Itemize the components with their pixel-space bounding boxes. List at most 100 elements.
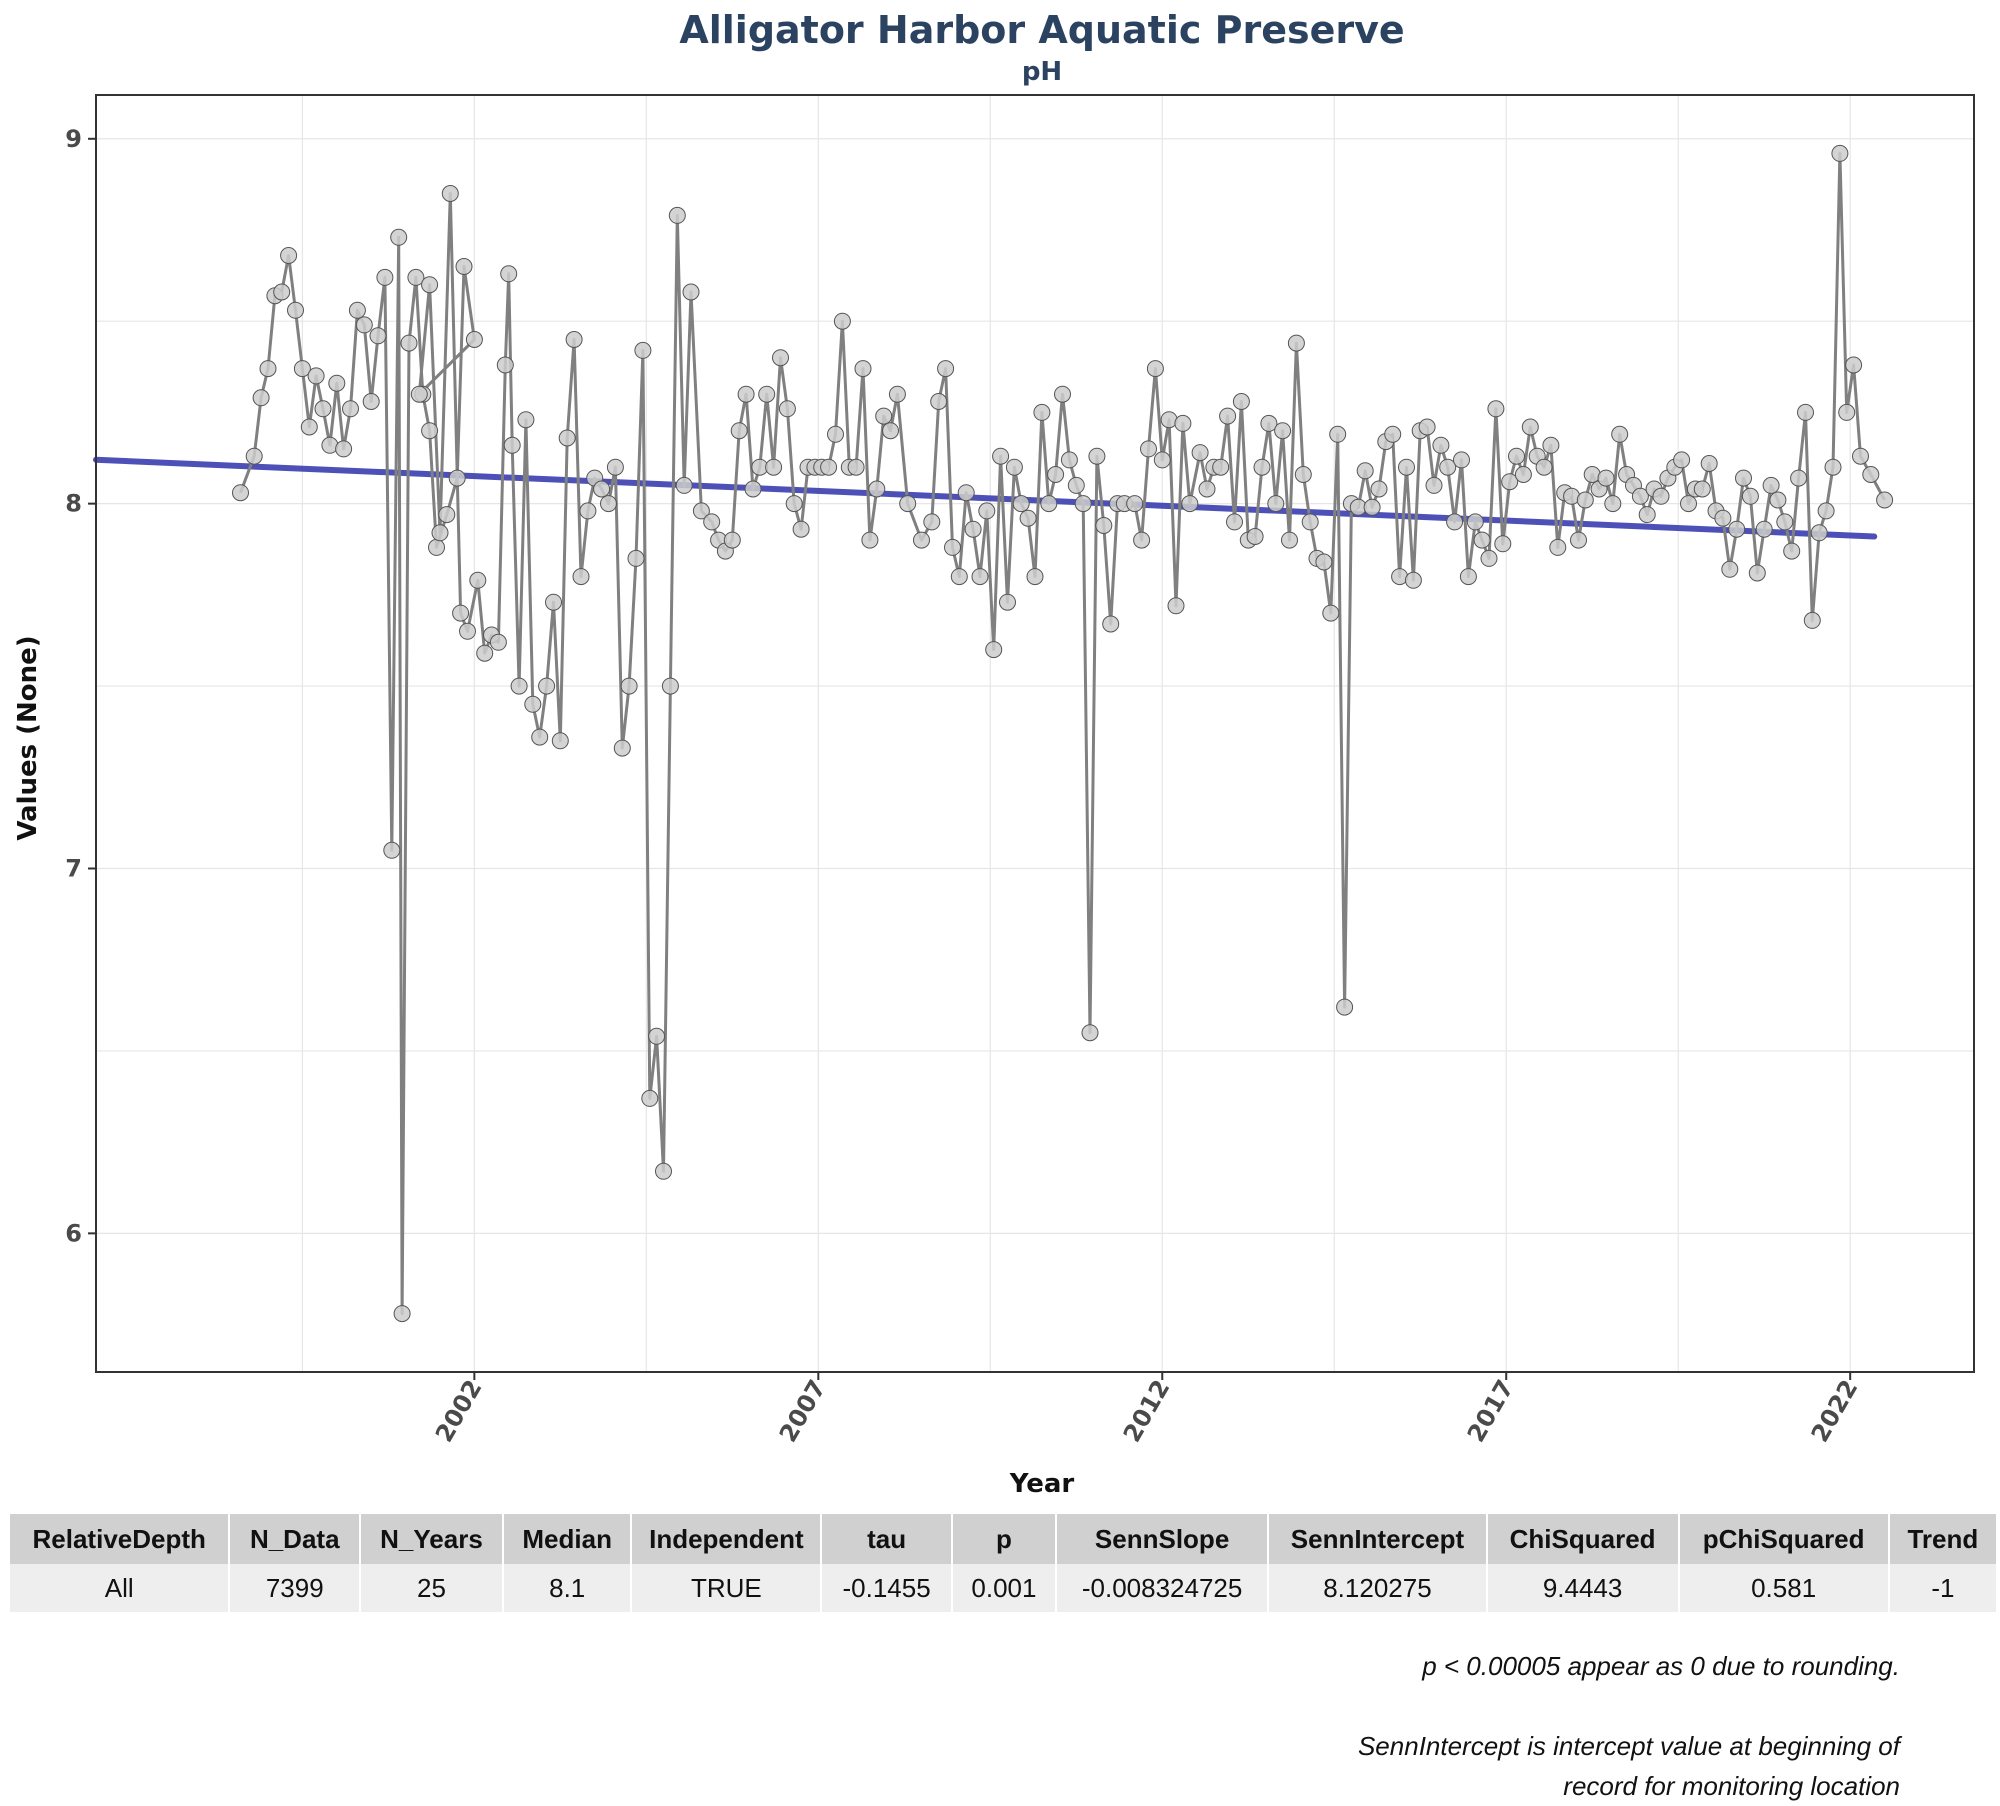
data-point	[1174, 414, 1192, 432]
data-point	[737, 385, 755, 403]
header-tau: tau	[822, 1514, 951, 1564]
data-point	[957, 484, 975, 502]
data-point	[1838, 403, 1856, 421]
data-point	[1631, 487, 1649, 505]
cell-senn-intercept: 8.120275	[1269, 1564, 1486, 1612]
cell-independent: TRUE	[632, 1564, 821, 1612]
data-point	[1776, 513, 1794, 531]
data-point	[1466, 513, 1484, 531]
data-point	[792, 520, 810, 538]
data-point	[517, 411, 535, 429]
data-point	[407, 268, 425, 286]
data-point	[1329, 425, 1347, 443]
data-point	[572, 568, 590, 586]
data-point	[531, 728, 549, 746]
data-point	[648, 1027, 666, 1045]
data-point	[369, 327, 387, 345]
data-point	[778, 400, 796, 418]
data-point	[421, 422, 439, 440]
data-point	[703, 513, 721, 531]
data-point	[868, 480, 886, 498]
data-point	[1501, 473, 1519, 491]
data-point	[287, 301, 304, 319]
data-point	[1748, 564, 1766, 582]
data-point	[1611, 425, 1629, 443]
data-point	[682, 283, 700, 301]
data-point	[500, 265, 518, 283]
note-intercept-line2: record for monitoring location	[1563, 1771, 1900, 1801]
data-point	[1762, 476, 1780, 494]
series-line-ph	[239, 151, 1886, 1316]
data-point	[730, 422, 748, 440]
stats-row: All 7399 25 8.1 TRUE -0.1455 0.001 -0.00…	[10, 1564, 1996, 1612]
data-point	[1281, 531, 1298, 549]
data-point	[1862, 466, 1880, 483]
data-point	[1133, 531, 1151, 549]
x-tick-label: 2017	[1462, 1375, 1520, 1447]
data-point	[744, 480, 762, 498]
data-point	[1363, 498, 1381, 516]
data-point	[593, 480, 611, 498]
data-point	[1140, 440, 1157, 458]
data-point	[428, 538, 445, 556]
y-tick-label: 6	[65, 1219, 82, 1247]
data-point	[496, 356, 514, 374]
data-point	[1453, 451, 1470, 469]
data-point	[861, 531, 879, 549]
data-point	[232, 484, 249, 502]
data-point	[1102, 615, 1120, 633]
data-point	[833, 312, 851, 330]
data-point	[1336, 998, 1354, 1016]
cell-p-chi-squared: 0.581	[1679, 1564, 1888, 1612]
data-point	[390, 228, 408, 246]
data-point	[1153, 451, 1171, 469]
note-intercept-line1: SennIntercept is intercept value at begi…	[1357, 1731, 1900, 1761]
data-point	[245, 447, 263, 465]
header-n-years: N_Years	[361, 1514, 502, 1564]
data-point	[944, 538, 961, 556]
data-point	[785, 495, 803, 513]
stats-header-row: RelativeDepth N_Data N_Years Median Inde…	[10, 1514, 1996, 1564]
data-point	[1274, 422, 1292, 440]
data-point	[1521, 418, 1539, 436]
data-point	[1514, 466, 1532, 483]
data-point	[1728, 520, 1746, 538]
y-tick-label: 8	[65, 490, 82, 518]
data-point	[452, 604, 470, 622]
data-point	[930, 393, 948, 410]
data-point	[758, 385, 776, 403]
data-point	[1570, 531, 1587, 549]
data-point	[1446, 513, 1464, 531]
data-point	[307, 367, 325, 385]
data-point	[1783, 542, 1801, 560]
data-point	[259, 360, 277, 378]
data-point	[1033, 403, 1051, 421]
header-p-chi-squared: pChiSquared	[1679, 1514, 1888, 1564]
data-point	[1315, 553, 1333, 571]
data-point	[579, 502, 597, 520]
plot-border	[95, 94, 1975, 1373]
data-point	[355, 316, 373, 334]
data-point	[1226, 513, 1243, 531]
data-point	[875, 407, 893, 425]
data-point	[1797, 403, 1814, 421]
data-point	[1735, 469, 1752, 487]
data-point	[1755, 520, 1773, 538]
data-point	[964, 520, 982, 538]
data-point	[827, 425, 844, 443]
data-point	[1508, 447, 1525, 465]
x-axis: 2002 2007 2012 2017 2022	[430, 1372, 1863, 1447]
data-point	[1673, 451, 1691, 469]
data-point	[328, 374, 346, 392]
header-trend: Trend	[1889, 1514, 1996, 1564]
note-rounding: p < 0.00005 appear as 0 due to rounding.	[1422, 1651, 1900, 1681]
data-point	[1040, 495, 1058, 513]
data-point	[1418, 418, 1436, 436]
data-point	[431, 524, 449, 542]
data-point	[1287, 334, 1305, 352]
data-point	[362, 393, 380, 410]
data-point	[1060, 451, 1078, 469]
cell-median: 8.1	[503, 1564, 631, 1612]
data-point	[882, 422, 899, 440]
data-point	[613, 739, 631, 757]
